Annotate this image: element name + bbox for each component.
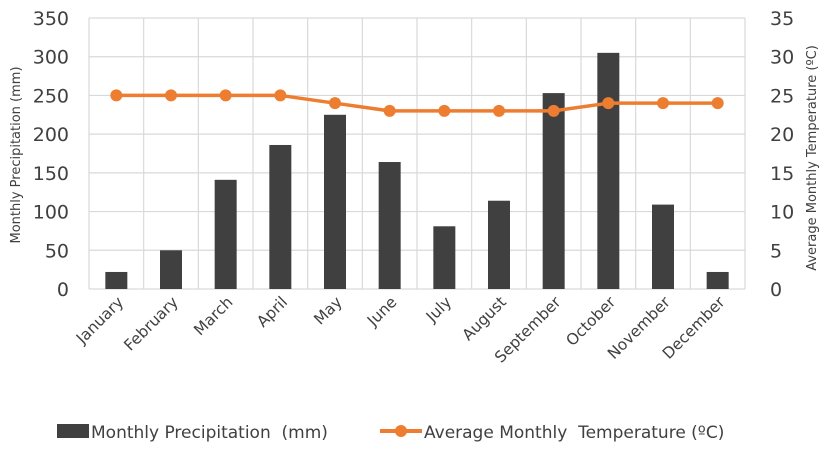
point-may [329, 97, 341, 110]
bar-august [488, 200, 510, 289]
point-august [493, 104, 505, 117]
y-axis-right: 0 5 10 15 20 25 30 35 [770, 8, 794, 301]
x-tick-label: June [363, 293, 400, 330]
y-tick-right: 15 [770, 163, 794, 185]
x-tick-label: August [459, 293, 510, 344]
x-tick-label: July [422, 293, 455, 326]
point-june [383, 104, 396, 117]
y-tick-left: 50 [45, 240, 69, 262]
point-february [165, 89, 177, 102]
bar-june [378, 162, 401, 289]
y-tick-right: 10 [770, 202, 794, 224]
y-axis-right-title: Average Monthly Temperature (ºC) [805, 45, 820, 271]
y-axis-left-title: Monthly Precipitation (mm) [9, 66, 24, 243]
bar-may [324, 114, 346, 290]
point-january [110, 89, 123, 102]
bar-january [105, 271, 128, 289]
bar-april [269, 144, 292, 289]
point-march [219, 89, 232, 102]
y-tick-right: 35 [770, 8, 794, 30]
y-tick-left: 350 [33, 8, 69, 30]
grid [88, 17, 746, 290]
x-tick-label: May [310, 293, 345, 328]
y-tick-left: 150 [33, 163, 69, 185]
y-tick-right: 5 [770, 240, 782, 262]
legend: Monthly Precipitation (mm) Average Month… [57, 423, 724, 443]
y-tick-left: 100 [33, 202, 69, 224]
y-tick-left: 0 [57, 279, 69, 301]
x-tick-label: October [563, 293, 620, 350]
point-july [438, 104, 451, 117]
line-series-temperature [110, 89, 724, 117]
y-tick-right: 20 [770, 124, 794, 146]
point-april [274, 89, 287, 102]
point-october [602, 97, 615, 110]
y-tick-left: 250 [33, 85, 69, 107]
bar-december [706, 271, 729, 289]
x-tick-label: January [72, 293, 127, 348]
y-tick-right: 30 [770, 47, 794, 69]
bar-february [160, 250, 182, 289]
y-tick-left: 300 [33, 47, 69, 69]
bar-series-precipitation [105, 52, 729, 290]
point-december [711, 97, 724, 110]
bar-march [214, 179, 237, 289]
legend-label-precipitation: Monthly Precipitation (mm) [91, 423, 328, 443]
point-november [657, 97, 669, 110]
legend-swatch-temperature-marker [395, 425, 407, 437]
x-tick-label: April [253, 293, 291, 331]
y-tick-right: 25 [770, 85, 794, 107]
bar-september [542, 93, 565, 289]
y-tick-left: 200 [33, 124, 69, 146]
legend-label-temperature: Average Monthly Temperature (ºC) [424, 423, 724, 443]
y-tick-right: 0 [770, 279, 782, 301]
bar-october [597, 52, 620, 289]
x-tick-label: February [121, 293, 182, 354]
point-september [547, 104, 560, 117]
bar-july [433, 226, 456, 289]
y-axis-left: 0 50 100 150 200 250 300 350 [33, 8, 69, 301]
legend-swatch-precipitation [57, 424, 89, 438]
x-tick-label: March [190, 293, 236, 339]
temperature-line [116, 93, 718, 113]
bar-november [652, 204, 674, 289]
